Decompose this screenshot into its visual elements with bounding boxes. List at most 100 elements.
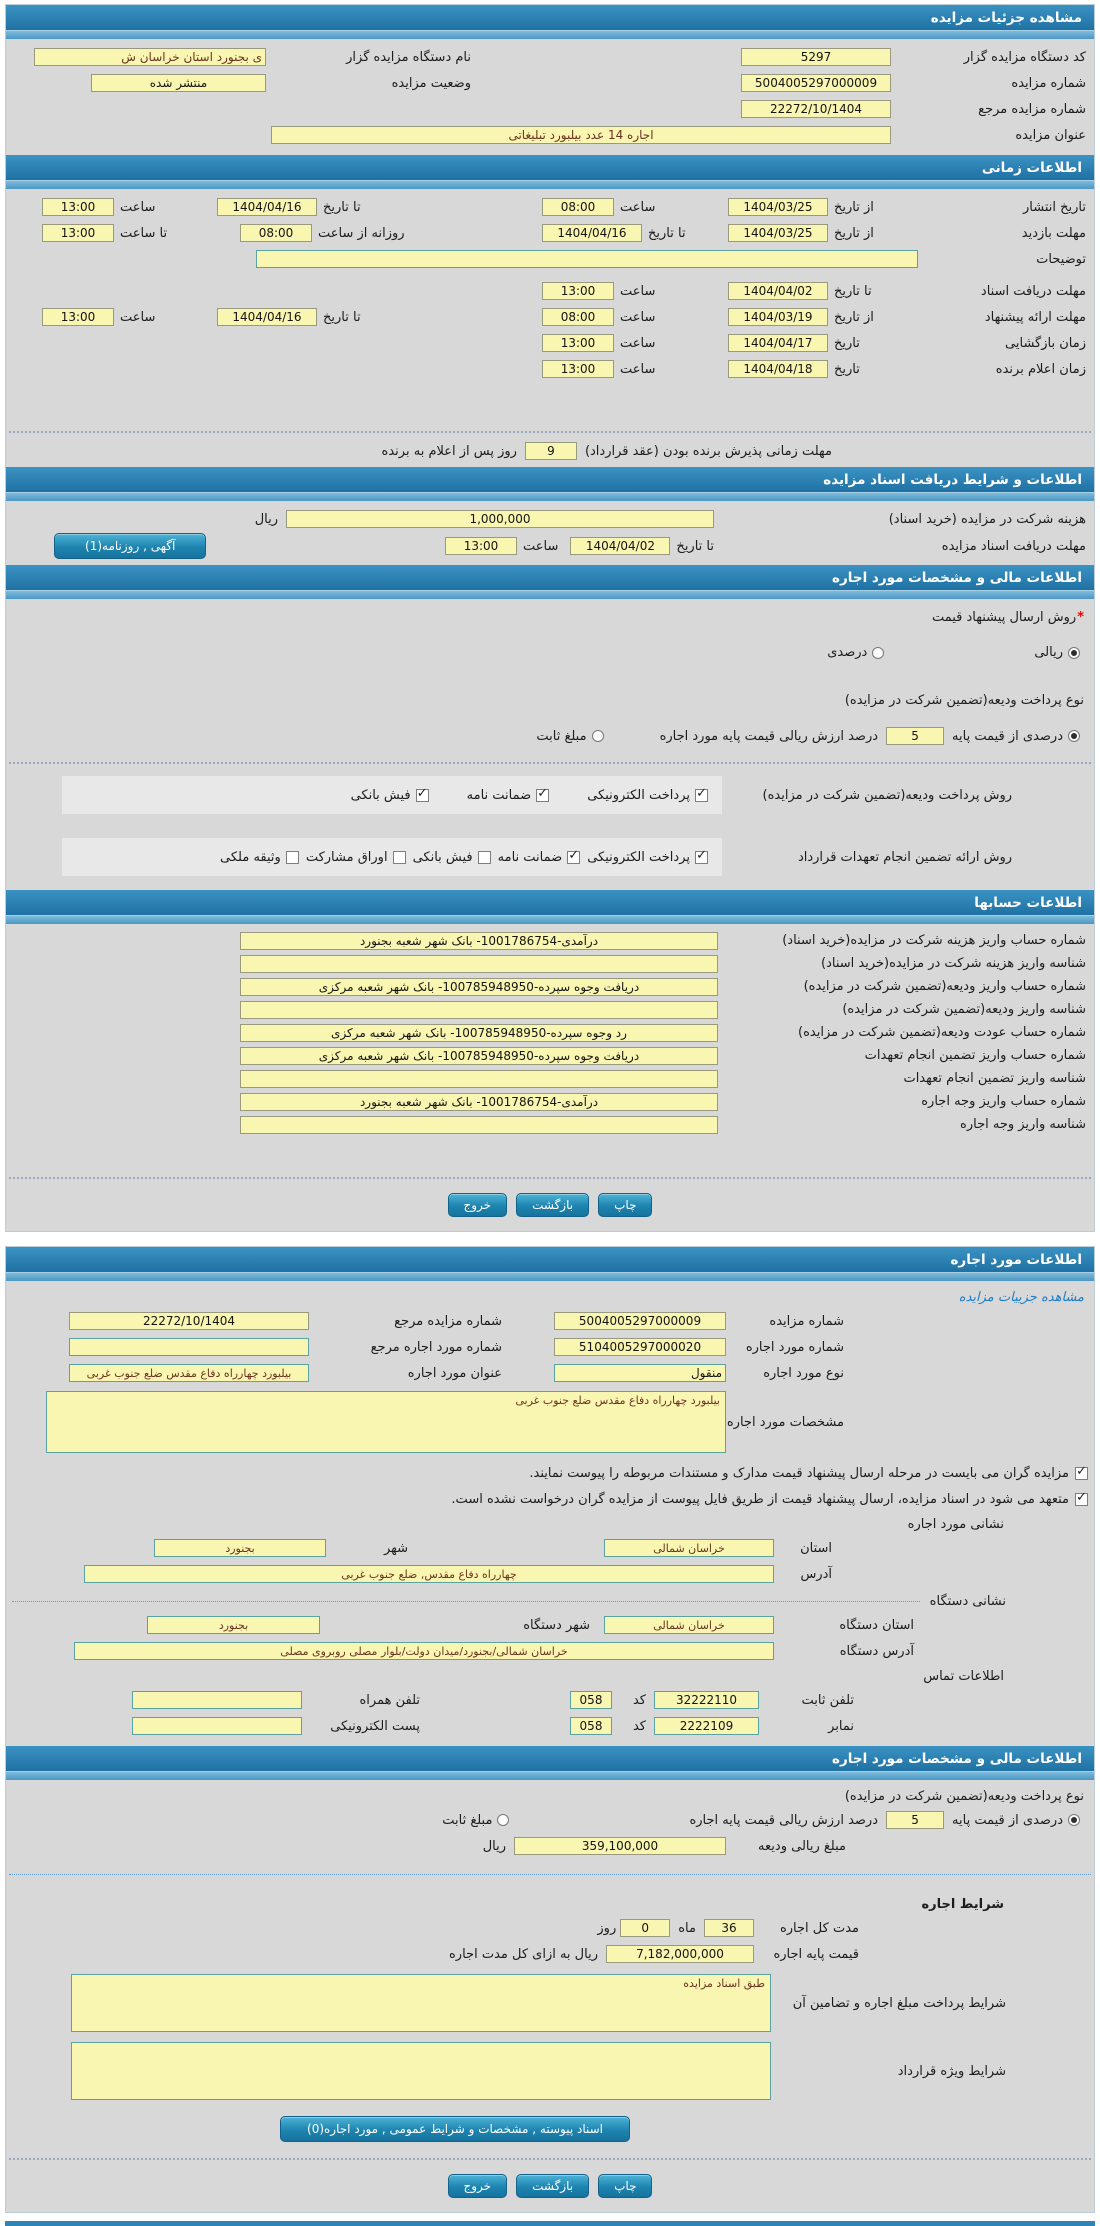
fixed-amount-option[interactable]: مبلغ ثابت (536, 729, 604, 744)
print-button-2[interactable]: چاپ (598, 2174, 653, 2198)
exit-button[interactable]: خروج (447, 1193, 508, 1217)
account-input[interactable] (240, 1092, 718, 1111)
radio-icon[interactable] (872, 646, 885, 659)
email-input[interactable] (132, 1717, 302, 1735)
publish-from-time-input[interactable] (542, 198, 614, 216)
guarantee-option-bank-slip[interactable]: فیش بانکی (413, 850, 491, 865)
address-input[interactable] (84, 1565, 774, 1583)
account-input[interactable] (240, 1046, 718, 1065)
percent-of-base-option[interactable]: درصدی از قیمت پایه (952, 729, 1080, 744)
attached-docs-button[interactable]: اسناد پیوسته , مشخصات و شرایط عمومی , مو… (280, 2116, 631, 2142)
print-button[interactable]: چاپ (598, 1193, 653, 1217)
visit-from-date-input[interactable] (728, 224, 828, 242)
checkbox-icon[interactable] (415, 786, 429, 802)
auction-ref-input[interactable] (741, 100, 891, 118)
account-input[interactable] (240, 1069, 718, 1088)
base-price-input[interactable] (606, 1945, 754, 1963)
auction-title-input[interactable] (271, 126, 891, 144)
auction-status-input[interactable] (91, 74, 266, 92)
ad-newspaper-button[interactable]: آگهی , روزنامه(1) (54, 533, 207, 559)
account-input[interactable] (240, 1000, 718, 1019)
percent-option[interactable]: درصدی (827, 645, 885, 660)
percent-value-input2[interactable] (886, 1811, 945, 1829)
checkbox-icon[interactable] (477, 850, 491, 864)
back-button-2[interactable]: بازگشت (516, 2174, 590, 2198)
opening-date-input[interactable] (728, 334, 828, 352)
org-province-input[interactable] (604, 1616, 774, 1634)
view-auction-details-link[interactable]: مشاهده جزییات مزایده (958, 1289, 1084, 1305)
item-number-input[interactable] (554, 1338, 726, 1356)
checkbox-icon[interactable] (1075, 1490, 1088, 1506)
phone-code-input[interactable] (570, 1691, 612, 1709)
checkbox-icon[interactable] (536, 786, 550, 802)
visit-to-date-input[interactable] (542, 224, 642, 242)
lease-months-input[interactable] (704, 1919, 754, 1937)
radio-icon[interactable] (1068, 646, 1080, 659)
account-input[interactable] (240, 1023, 718, 1042)
radio-icon[interactable] (1068, 730, 1080, 742)
pay-option-epay[interactable]: پرداخت الکترونیکی (587, 786, 708, 803)
checkbox-icon[interactable] (1075, 1464, 1088, 1480)
offer-from-date-input[interactable] (728, 308, 828, 326)
account-input[interactable] (240, 977, 718, 996)
back-button[interactable]: بازگشت (516, 1193, 590, 1217)
deposit-amount-input[interactable] (514, 1837, 726, 1855)
offer-to-date-input[interactable] (217, 308, 317, 326)
item-type-input[interactable] (554, 1364, 726, 1382)
item-spec-textarea[interactable]: بیلبورد چهارراه دفاع مقدس ضلع جنوب غربی (46, 1391, 726, 1453)
checkbox-icon[interactable] (695, 848, 708, 864)
offer-from-time-input[interactable] (542, 308, 614, 326)
org-city-input[interactable] (147, 1616, 320, 1634)
radio-icon[interactable] (497, 1814, 510, 1826)
docs-deadline-time-input[interactable] (445, 537, 518, 555)
docs-to-date-input[interactable] (728, 282, 828, 300)
exit-button-2[interactable]: خروج (447, 2174, 508, 2198)
checkbox-icon[interactable] (567, 848, 581, 864)
city-input[interactable] (154, 1539, 326, 1557)
auction-number-input[interactable] (741, 74, 891, 92)
checkbox-icon[interactable] (285, 850, 299, 864)
publish-to-date-input[interactable] (217, 198, 317, 216)
radio-icon[interactable] (591, 730, 604, 742)
auction-ref-input2[interactable] (69, 1312, 309, 1330)
account-input[interactable] (240, 1115, 718, 1134)
org-address-input[interactable] (74, 1642, 774, 1660)
fee-input[interactable] (286, 510, 714, 528)
auction-number-input2[interactable] (554, 1312, 726, 1330)
fax-input[interactable] (654, 1717, 759, 1735)
offer-to-time-input[interactable] (42, 308, 114, 326)
visit-daily-to-time-input[interactable] (42, 224, 114, 242)
auction-code-input[interactable] (741, 48, 891, 66)
fax-code-input[interactable] (570, 1717, 612, 1735)
winner-time-input[interactable] (542, 360, 614, 378)
account-input[interactable] (240, 931, 718, 950)
percent-value-input[interactable] (886, 727, 945, 745)
publish-from-date-input[interactable] (728, 198, 828, 216)
guarantee-option-property[interactable]: وثیقه ملکی (220, 850, 299, 865)
payment-terms-textarea[interactable]: طبق اسناد مزایده (71, 1974, 771, 2032)
account-input[interactable] (240, 954, 718, 973)
visit-daily-from-time-input[interactable] (240, 224, 312, 242)
guarantee-option-guarantee-letter[interactable]: ضمانت نامه (498, 848, 581, 865)
opening-time-input[interactable] (542, 334, 614, 352)
radio-icon[interactable] (1068, 1814, 1080, 1826)
guarantee-option-bonds[interactable]: اوراق مشارکت (306, 850, 406, 865)
guarantee-option-epay[interactable]: پرداخت الکترونیکی (587, 848, 708, 865)
publish-to-time-input[interactable] (42, 198, 114, 216)
pay-option-bank-slip[interactable]: فیش بانکی (351, 786, 429, 803)
description-input[interactable] (256, 250, 918, 268)
rial-option[interactable]: ریالی (1034, 645, 1080, 660)
winner-date-input[interactable] (728, 360, 828, 378)
acceptance-days-input[interactable] (524, 442, 577, 460)
item-ref-input[interactable] (69, 1338, 309, 1356)
item-title-input[interactable] (69, 1364, 309, 1382)
org-name-input[interactable] (34, 48, 266, 66)
checkbox-icon[interactable] (392, 850, 406, 864)
mobile-input[interactable] (132, 1691, 302, 1709)
docs-time-input[interactable] (542, 282, 614, 300)
docs-deadline-date-input[interactable] (570, 537, 671, 555)
pay-option-guarantee-letter[interactable]: ضمانت نامه (467, 786, 550, 803)
checkbox-icon[interactable] (695, 786, 708, 802)
fixed-amount-option2[interactable]: مبلغ ثابت (442, 1813, 510, 1828)
percent-of-base-option2[interactable]: درصدی از قیمت پایه (952, 1813, 1080, 1828)
